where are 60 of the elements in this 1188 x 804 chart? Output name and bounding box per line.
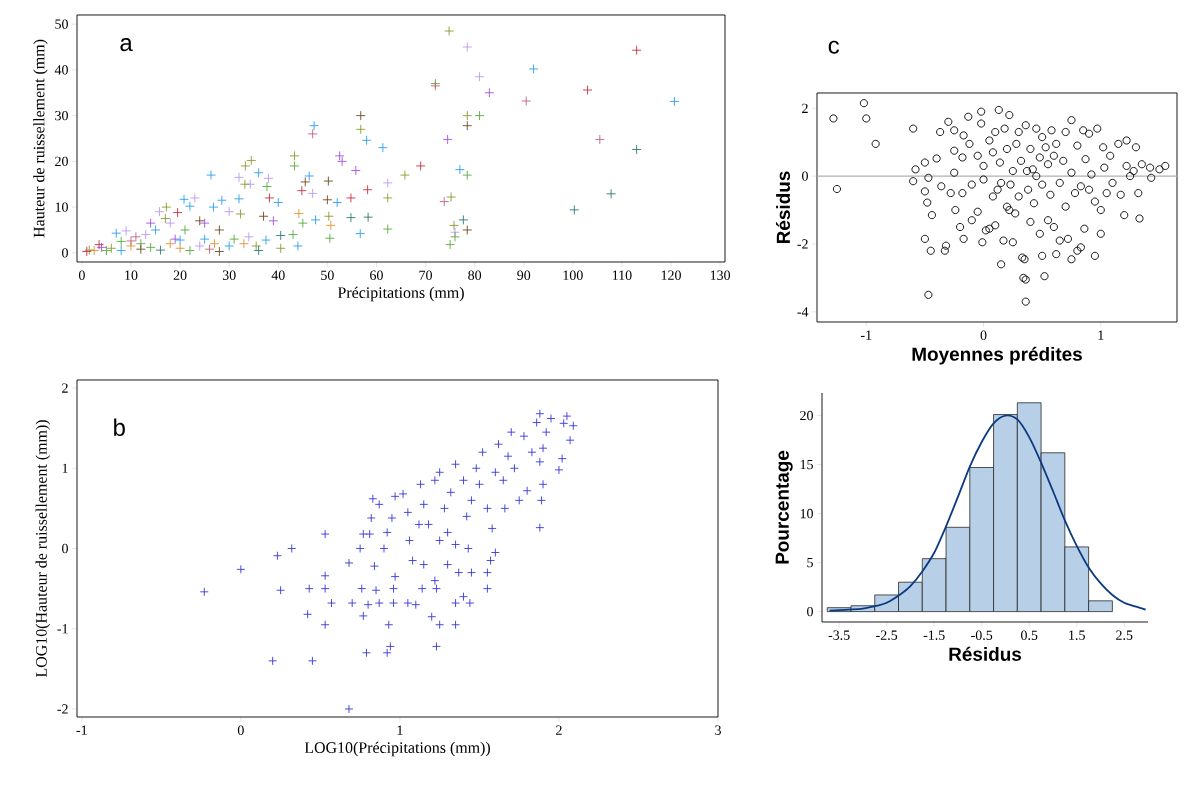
y-tick-label: -4 [797, 307, 809, 317]
x-tick-label: 0 [980, 330, 987, 340]
y-tick-label: 10 [55, 202, 68, 212]
x-axis-title: LOG10(Précipitations (mm)) [304, 741, 490, 757]
y-tick-label: 0 [62, 543, 68, 554]
y-tick-label: -2 [797, 239, 808, 249]
x-axis-title: Précipitations (mm) [337, 286, 464, 302]
x-tick-label: 70 [419, 270, 432, 280]
x-tick-label: -0.5 [971, 630, 993, 640]
annotation: a [120, 38, 133, 52]
y-tick-label: 20 [800, 410, 813, 421]
x-tick-label: 1 [397, 725, 403, 735]
x-tick-label: 20 [173, 270, 187, 280]
y-tick-label: 20 [55, 156, 68, 167]
x-tick-label: 1.5 [1069, 630, 1085, 640]
x-tick-label: 0 [237, 725, 244, 735]
y-tick-label: 5 [807, 557, 813, 568]
x-tick-label: 2.5 [1116, 630, 1133, 640]
x-tick-label: -2.5 [876, 630, 898, 640]
y-tick-label: 0 [802, 171, 808, 181]
x-tick-label: 10 [125, 270, 138, 280]
x-tick-label: 1 [1098, 330, 1104, 340]
x-tick-label: -1 [860, 330, 872, 340]
y-tick-label: -2 [57, 704, 68, 714]
y-axis-title: Résidus [775, 171, 791, 244]
x-tick-label: 120 [661, 270, 681, 280]
x-axis-title: Moyennes prédites [912, 346, 1082, 365]
x-tick-label: 60 [370, 270, 383, 280]
x-tick-label: 90 [517, 270, 531, 280]
y-axis-title: LOG10(Hauteur de ruissellement (mm)) [35, 420, 51, 678]
annotation: b [114, 418, 125, 436]
y-tick-label: 2 [62, 383, 68, 393]
x-tick-label: 50 [321, 270, 334, 280]
x-tick-label: 40 [271, 270, 285, 280]
y-tick-label: 0 [807, 606, 813, 617]
y-axis-title: Hauteur de ruissellement (mm) [33, 39, 48, 238]
line-series [828, 414, 1147, 612]
x-tick-label: 110 [612, 270, 632, 280]
y-axis-title: Pourcentage [775, 450, 793, 564]
x-axis-title: Résidus [949, 646, 1022, 661]
x-tick-label: 2 [556, 725, 562, 735]
x-tick-label: 80 [468, 270, 482, 280]
y-tick-label: 40 [54, 65, 68, 75]
x-tick-label: 30 [222, 270, 236, 280]
y-tick-label: 30 [55, 110, 68, 121]
y-tick-label: 50 [55, 19, 68, 29]
x-tick-label: -1 [76, 725, 87, 735]
text: c [828, 40, 840, 54]
y-tick-label: 1 [62, 463, 68, 473]
x-tick-label: 100 [563, 270, 583, 280]
y-tick-label: 2 [802, 103, 808, 113]
x-tick-label: -3.5 [828, 630, 850, 640]
x-tick-label: 0 [78, 270, 85, 280]
x-tick-label: -1.5 [923, 630, 945, 640]
y-tick-label: 15 [800, 459, 813, 470]
y-tick-label: 0 [62, 248, 68, 258]
y-tick-label: 10 [800, 508, 813, 519]
x-tick-label: 0.5 [1021, 630, 1038, 640]
x-tick-label: 130 [710, 270, 731, 280]
x-tick-label: 3 [715, 725, 721, 735]
